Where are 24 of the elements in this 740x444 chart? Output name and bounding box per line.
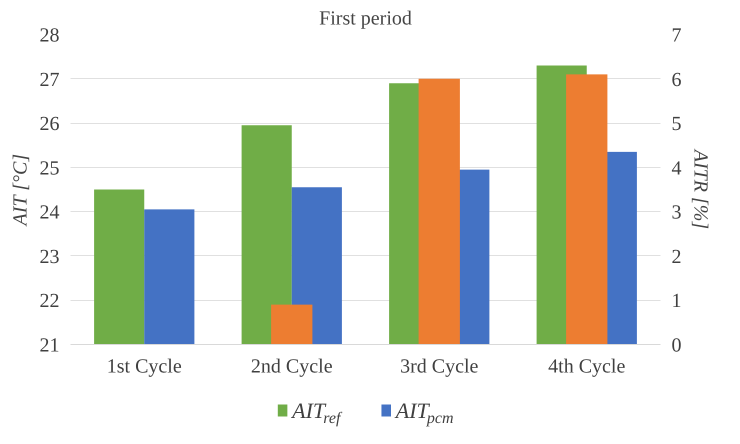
y2-tick-label: 2 xyxy=(672,246,682,268)
x-tick-label: 4th Cycle xyxy=(548,356,626,378)
y2-tick-label: 3 xyxy=(672,202,682,224)
chart-title: First period xyxy=(319,8,412,30)
y2-tick-label: 5 xyxy=(672,113,682,136)
y-tick-label: 27 xyxy=(40,68,60,91)
y2-tick-label: 4 xyxy=(672,157,682,180)
x-tick-label: 3rd Cycle xyxy=(400,356,479,378)
y-tick-label: 28 xyxy=(40,24,60,46)
y-axis-title: AIT [°C] xyxy=(10,154,32,228)
y2-tick-label: 0 xyxy=(672,334,682,356)
y2-axis-title: AITR [%] xyxy=(690,148,712,230)
y-tick-label: 24 xyxy=(40,202,60,224)
x-tick-label: 2nd Cycle xyxy=(250,356,333,378)
y-tick-label: 26 xyxy=(40,113,60,136)
y-tick-label: 25 xyxy=(40,157,60,180)
y2-tick-label: 6 xyxy=(672,68,682,91)
x-tick-label: 1st Cycle xyxy=(106,356,182,378)
y-tick-label: 21 xyxy=(40,334,60,356)
y2-tick-label: 1 xyxy=(672,290,682,312)
y2-tick-label: 7 xyxy=(672,24,682,46)
bar xyxy=(271,304,312,344)
y-tick-label: 23 xyxy=(40,246,60,268)
y-tick-label: 22 xyxy=(40,290,60,312)
